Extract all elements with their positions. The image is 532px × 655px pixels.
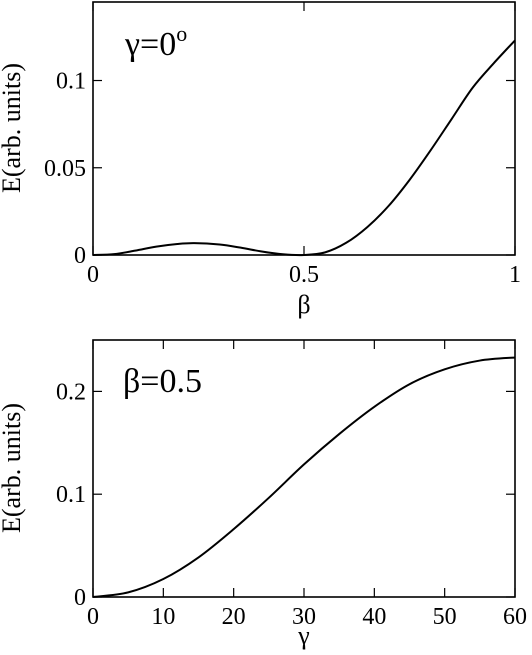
bottom-ylabel: E(arb. units) xyxy=(0,403,26,533)
top-ytick-label: 0.1 xyxy=(56,69,86,95)
bottom-xtick-label: 60 xyxy=(503,604,527,630)
top-annotation: γ=0o xyxy=(124,21,187,63)
bottom-ytick-label: 0.2 xyxy=(56,379,86,405)
bottom-xtick-label: 50 xyxy=(433,604,457,630)
top-ytick-label: 0.05 xyxy=(44,156,86,182)
top-xlabel: β xyxy=(297,290,310,319)
bottom-xtick-label: 40 xyxy=(362,604,386,630)
top-ytick-label: 0 xyxy=(74,243,86,269)
bottom-ticks xyxy=(92,340,516,598)
top-series-line-0 xyxy=(92,39,516,257)
bottom-xtick-label: 10 xyxy=(151,604,175,630)
top-xtick-label: 1 xyxy=(509,262,521,288)
top-tick-labels: 0 0.5 1 0 0.05 0.1 xyxy=(44,69,521,288)
bottom-ytick-label: 0 xyxy=(74,585,86,611)
bottom-series-line-0 xyxy=(92,356,516,598)
bottom-xtick-label: 0 xyxy=(87,604,99,630)
top-panel: 0 0.5 1 0 0.05 0.1 γ=0o β E(arb. units) xyxy=(0,1,521,319)
top-plot-area xyxy=(92,39,516,257)
top-ylabel: E(arb. units) xyxy=(0,63,26,193)
bottom-annotation: β=0.5 xyxy=(123,363,202,400)
bottom-ytick-label: 0.1 xyxy=(56,482,86,508)
bottom-tick-labels: 0 10 20 30 40 50 60 0 0.1 0.2 xyxy=(56,379,527,630)
bottom-plot-area xyxy=(92,356,516,598)
bottom-panel: 0 10 20 30 40 50 60 0 0.1 0.2 β=0.5 γ E(arb. unit… xyxy=(0,339,527,650)
top-xtick-label: 0 xyxy=(87,262,99,288)
bottom-xlabel: γ xyxy=(297,621,310,650)
top-annotation-superscript: o xyxy=(176,21,187,46)
top-ticks xyxy=(92,2,516,256)
bottom-xtick-label: 30 xyxy=(292,604,316,630)
bottom-xtick-label: 20 xyxy=(222,604,246,630)
top-xtick-label: 0.5 xyxy=(289,262,319,288)
